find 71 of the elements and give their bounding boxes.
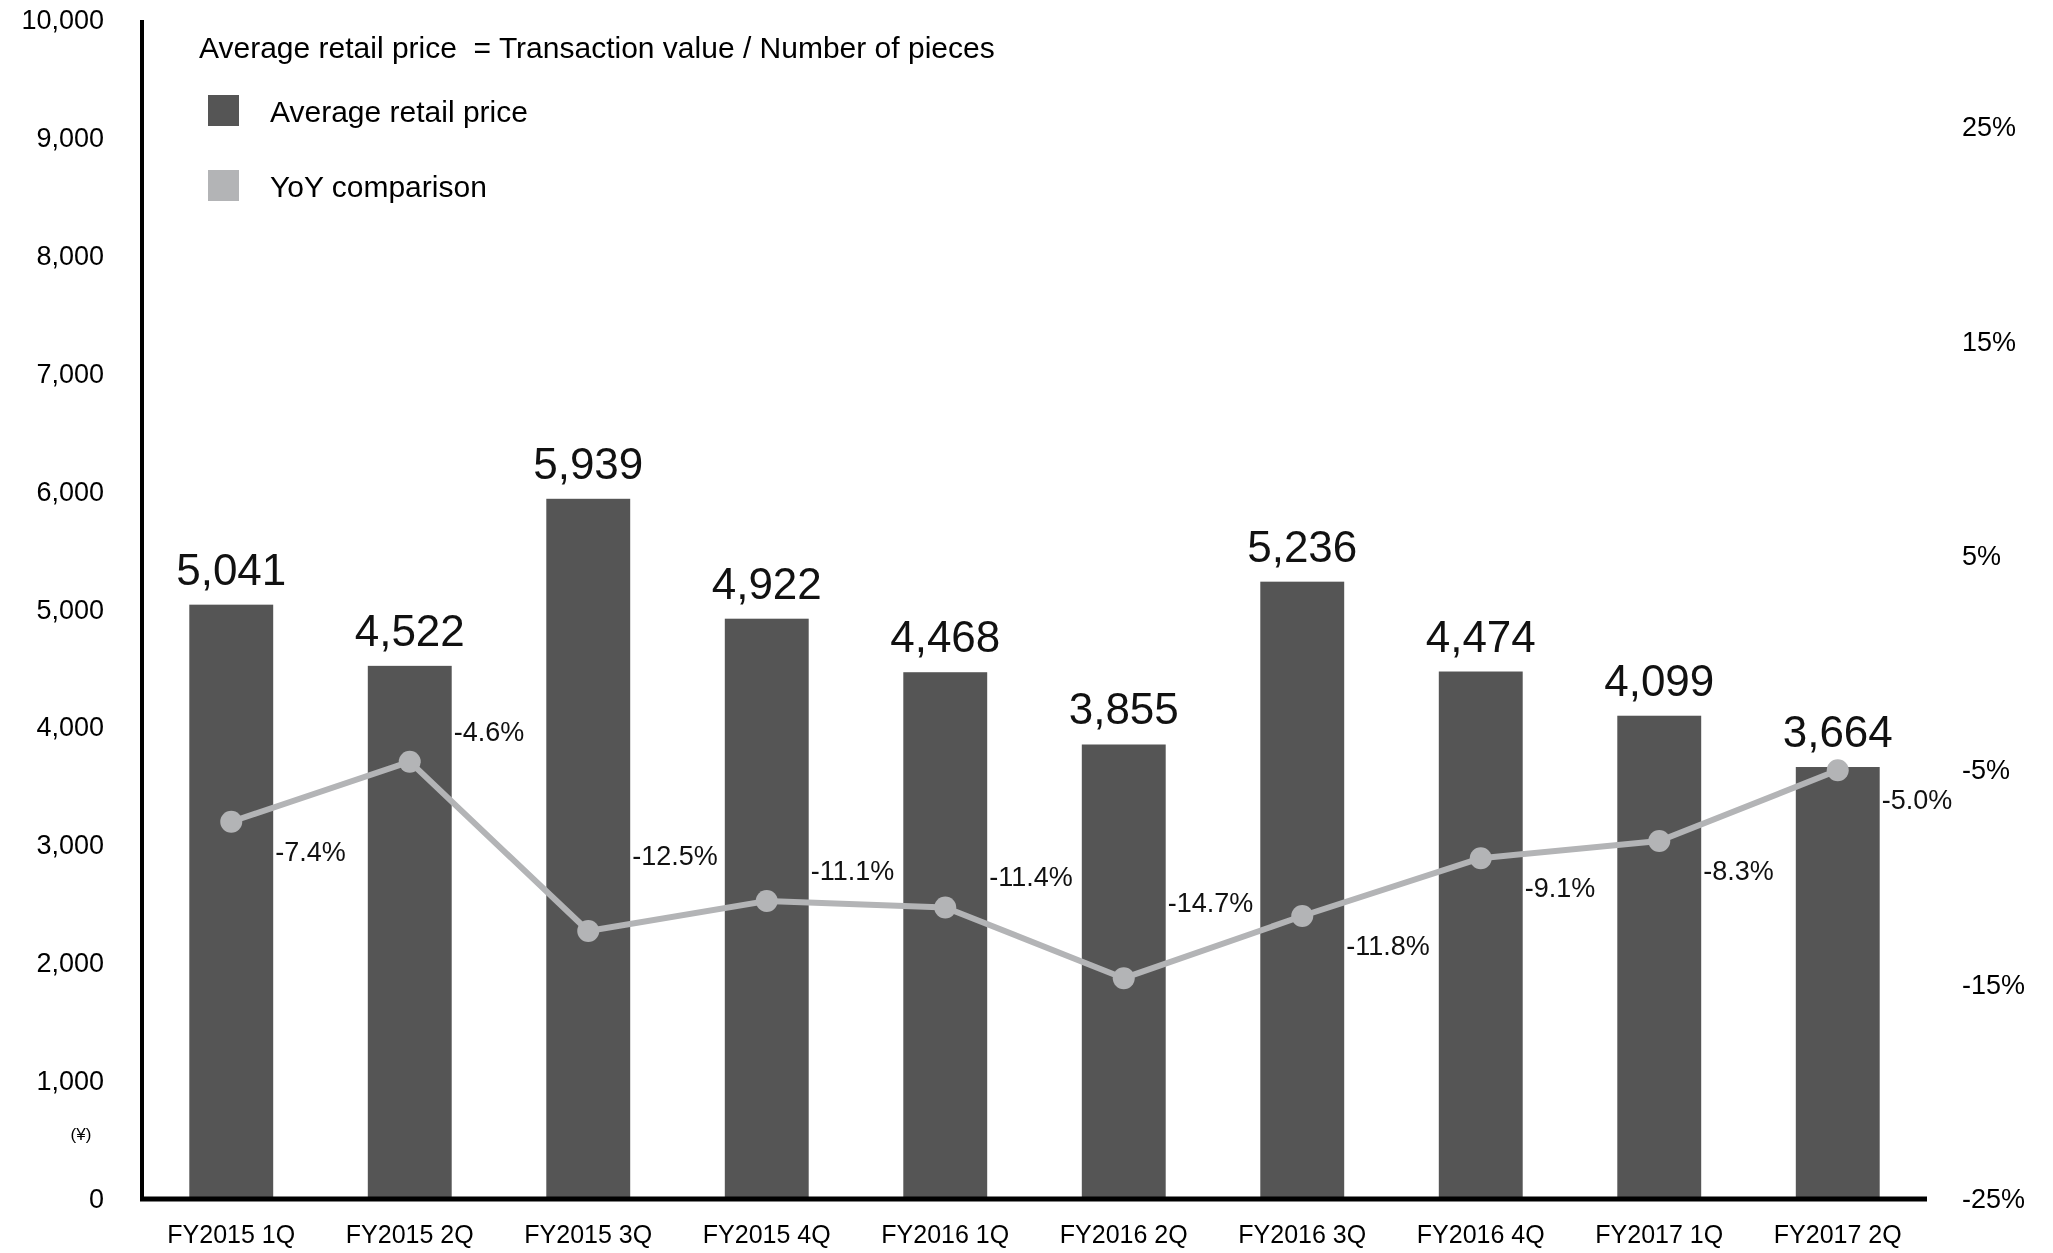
data-label: -11.1% [810,856,895,887]
y-tick-label: 9,000 [36,122,104,153]
data-label: -4.6% [453,716,525,747]
y-tick-label: 8,000 [36,240,104,271]
y-tick-label: 6,000 [36,476,104,507]
chart-title: Average retail price = Transaction value / Number of pieces [199,30,995,64]
data-label: 3,664 [1782,707,1893,757]
y-tick-label: 10,000 [21,5,104,35]
data-label: -7.4% [275,836,346,867]
y2-tick-label: -15% [1962,969,2026,1000]
y-tick-label: 2,000 [36,948,104,979]
x-tick-label: FY2016 1Q [881,1220,1010,1248]
point [755,890,778,913]
x-tick-label: FY2016 2Q [1059,1220,1188,1248]
y2-tick-label: 15% [1962,326,2017,357]
data-label: 5,939 [533,438,644,488]
point [934,896,957,919]
data-label: -9.1% [1524,873,1596,904]
data-label: -14.7% [1167,888,1254,919]
point [1826,759,1849,782]
bar [189,604,274,1199]
bar [1081,744,1166,1199]
legend-label: YoY comparison [270,169,487,203]
y-tick-label: 3,000 [36,830,104,861]
x-tick-label: FY2017 2Q [1773,1220,1902,1248]
x-tick-label: FY2017 1Q [1595,1220,1724,1248]
data-label: -5.0% [1881,785,1953,816]
point [1112,967,1135,990]
x-tick-label: FY2016 3Q [1238,1220,1367,1248]
y2-tick-label: 25% [1962,112,2017,143]
y2-tick-label: -5% [1962,755,2011,786]
y-axis-title: (¥) [70,1124,92,1144]
data-label: -12.5% [632,841,718,872]
data-label: 4,522 [354,605,465,655]
data-label: -8.3% [1703,856,1774,887]
y-tick-label: 4,000 [36,712,104,743]
data-label: 5,236 [1247,521,1358,571]
x-tick-label: FY2015 4Q [702,1220,831,1248]
x-tick-label: FY2015 1Q [167,1220,296,1248]
data-label: 4,922 [711,558,822,608]
data-label: 4,468 [890,612,1001,662]
bar [1260,581,1345,1199]
point [1648,830,1671,853]
data-label: -11.4% [989,862,1073,893]
y2-tick-label: -25% [1962,1184,2026,1214]
data-label: 3,855 [1068,684,1179,734]
data-label: -11.8% [1346,931,1430,962]
point [398,750,421,773]
bar [546,498,631,1199]
x-tick-label: FY2016 4Q [1416,1220,1545,1248]
data-label: 5,041 [176,544,287,594]
x-tick-label: FY2015 2Q [345,1220,474,1248]
bar [1617,715,1702,1199]
point [220,810,243,833]
y2-tick-label: 5% [1962,540,2002,571]
x-tick-label: FY2015 3Q [524,1220,653,1248]
legend-label: Average retail price [270,94,528,128]
y-tick-label: 7,000 [36,358,104,389]
data-label: 4,099 [1604,655,1715,705]
bar [1438,671,1523,1199]
data-label: 4,474 [1425,611,1536,661]
point [1469,847,1492,870]
bar [903,672,988,1199]
bar [367,665,452,1199]
bar [724,618,809,1199]
y-tick-label: 0 [88,1184,104,1214]
bar [1795,767,1880,1199]
y-tick-label: 1,000 [36,1066,104,1097]
point [577,920,600,943]
y-tick-label: 5,000 [36,594,104,625]
point [1291,905,1314,928]
